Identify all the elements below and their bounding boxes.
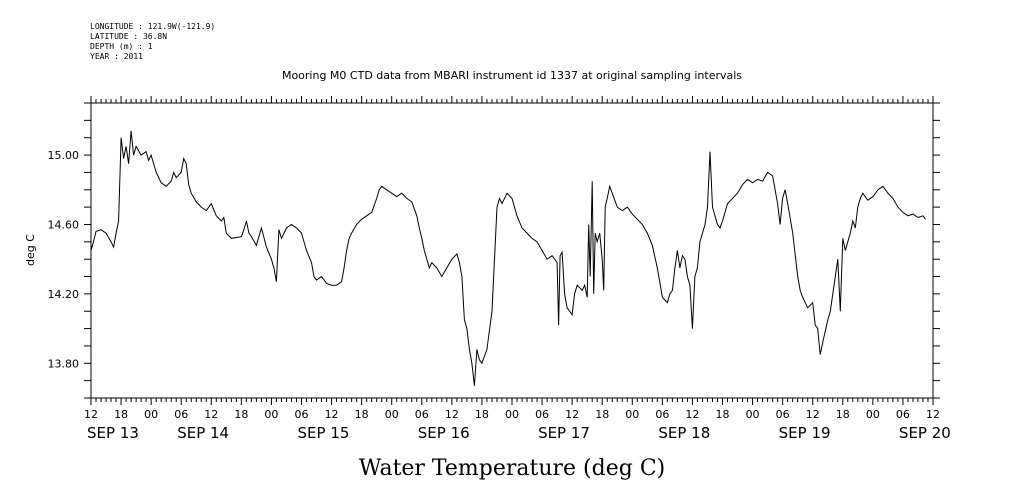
y-tick-label: 15.00: [48, 149, 80, 162]
hour-tick-label: 18: [836, 408, 850, 421]
hour-tick-label: 00: [505, 408, 519, 421]
depth-text: DEPTH (m) : 1: [90, 42, 153, 51]
hour-tick-label: 06: [655, 408, 669, 421]
hour-tick-label: 00: [144, 408, 158, 421]
day-label: SEP 14: [177, 424, 229, 442]
hour-tick-label: 12: [325, 408, 339, 421]
hour-tick-label: 00: [625, 408, 639, 421]
series-line: [90, 130, 926, 386]
day-label: SEP 20: [899, 424, 951, 442]
hour-tick-label: 00: [264, 408, 278, 421]
chart-title: Mooring M0 CTD data from MBARI instrumen…: [282, 69, 742, 82]
hour-tick-label: 12: [204, 408, 218, 421]
longitude-text: LONGITUDE : 121.9W(-121.9): [90, 22, 216, 31]
hour-tick-label: 00: [385, 408, 399, 421]
hour-tick-label: 12: [685, 408, 699, 421]
hour-tick-label: 06: [174, 408, 188, 421]
hour-tick-label: 06: [415, 408, 429, 421]
metadata-block: LONGITUDE : 121.9W(-121.9) LATITUDE : 36…: [90, 22, 215, 62]
x-tick-labels: 12 18 00 06 12 18 00 06 12 18 00 06 12 18 00 06 12 18 00 06…: [84, 408, 951, 442]
tick-marks: [84, 96, 940, 405]
y-tick-labels: 13.80 14.20 14.60 15.00: [48, 149, 80, 370]
hour-tick-label: 12: [926, 408, 940, 421]
day-label: SEP 17: [538, 424, 590, 442]
hour-tick-label: 18: [114, 408, 128, 421]
hour-tick-label: 18: [355, 408, 369, 421]
hour-tick-label: 06: [535, 408, 549, 421]
hour-tick-label: 18: [234, 408, 248, 421]
day-label: SEP 19: [779, 424, 831, 442]
hour-tick-label: 00: [866, 408, 880, 421]
day-label: SEP 16: [418, 424, 470, 442]
hour-tick-label: 12: [445, 408, 459, 421]
hour-tick-label: 18: [475, 408, 489, 421]
hour-tick-label: 12: [84, 408, 98, 421]
plot-frame: [90, 102, 934, 399]
hour-tick-label: 12: [806, 408, 820, 421]
hour-tick-label: 00: [746, 408, 760, 421]
hour-tick-label: 18: [716, 408, 730, 421]
hour-tick-label: 06: [295, 408, 309, 421]
y-tick-label: 14.20: [48, 288, 80, 301]
x-axis-label: Water Temperature (deg C): [359, 456, 666, 481]
hour-tick-label: 12: [565, 408, 579, 421]
y-tick-label: 14.60: [48, 218, 80, 231]
latitude-text: LATITUDE : 36.8N: [90, 32, 168, 41]
day-label: SEP 13: [87, 424, 139, 442]
hour-tick-label: 06: [896, 408, 910, 421]
year-text: YEAR : 2011: [90, 52, 143, 61]
y-axis-label: deg C: [24, 234, 37, 266]
day-label: SEP 15: [298, 424, 350, 442]
y-tick-label: 13.80: [48, 357, 80, 370]
hour-tick-label: 18: [595, 408, 609, 421]
day-label: SEP 18: [658, 424, 710, 442]
hour-tick-label: 06: [776, 408, 790, 421]
